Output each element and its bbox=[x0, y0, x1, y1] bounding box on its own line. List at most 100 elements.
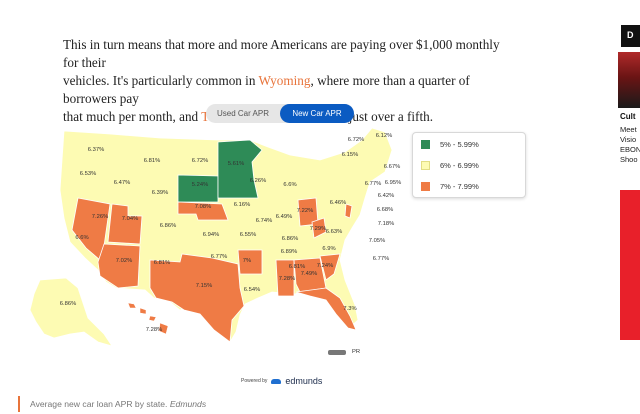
powered-by-prefix: Powered by bbox=[241, 378, 268, 384]
new-car-apr-tab[interactable]: New Car APR bbox=[280, 104, 354, 123]
territory-puerto-rico bbox=[328, 350, 346, 355]
state-apr-label-nd: 6.72% bbox=[192, 158, 208, 164]
state-apr-label-az: 7.02% bbox=[116, 258, 132, 264]
state-apr-label-fl: 7.3% bbox=[343, 306, 356, 312]
state-west-virginia bbox=[311, 217, 327, 239]
state-arizona bbox=[97, 243, 141, 289]
state-apr-label-ne: 7.08% bbox=[195, 204, 211, 210]
state-apr-label-pr: PR bbox=[352, 349, 360, 355]
legend-label: 6% - 6.99% bbox=[440, 161, 479, 170]
state-apr-label-il: 6.74% bbox=[256, 218, 272, 224]
legend-swatch-green bbox=[421, 140, 430, 149]
legend-label: 7% - 7.99% bbox=[440, 182, 479, 191]
state-apr-label-tn: 6.89% bbox=[281, 249, 297, 255]
caption-accent-bar bbox=[18, 396, 20, 412]
legend-swatch-yellow bbox=[421, 161, 430, 170]
sidebar-story-line: EBON bbox=[620, 145, 640, 154]
state-florida bbox=[295, 287, 357, 331]
state-apr-label-mi: 6.6% bbox=[283, 182, 296, 188]
state-apr-label-pa: 6.46% bbox=[330, 200, 346, 206]
edmunds-car-icon bbox=[271, 378, 282, 384]
state-mississippi bbox=[275, 259, 295, 297]
state-apr-label-ny: 6.77% bbox=[365, 181, 381, 187]
map-legend: 5% - 5.99% 6% - 6.99% 7% - 7.99% bbox=[412, 132, 526, 198]
state-apr-label-va: 6.63% bbox=[326, 229, 342, 235]
used-car-apr-tab[interactable]: Used Car APR bbox=[216, 109, 270, 118]
state-apr-label-ks: 6.94% bbox=[203, 232, 219, 238]
state-hawaii bbox=[127, 302, 169, 335]
legend-item-6-percent: 6% - 6.99% bbox=[413, 156, 525, 175]
state-apr-label-mn: 5.61% bbox=[228, 161, 244, 167]
state-apr-label-nj: 6.68% bbox=[377, 207, 393, 213]
state-south-carolina bbox=[319, 253, 341, 281]
state-utah bbox=[107, 203, 143, 245]
caption-source: Edmunds bbox=[169, 399, 207, 409]
state-arkansas bbox=[237, 249, 263, 275]
state-apr-label-id: 6.47% bbox=[114, 180, 130, 186]
caption-text: Average new car loan APR by state. bbox=[30, 399, 170, 409]
state-apr-label-ca: 6.6% bbox=[75, 235, 88, 241]
state-apr-label-ma: 6.67% bbox=[384, 164, 400, 170]
state-apr-label-ky: 6.86% bbox=[282, 236, 298, 242]
article-line-2a: vehicles. It's particularly common in bbox=[63, 73, 259, 88]
state-apr-label-vt: 6.72% bbox=[348, 137, 364, 143]
sidebar-story-line: Shoo bbox=[620, 155, 638, 164]
article-line-3a: that much per month, and bbox=[63, 109, 202, 124]
state-apr-label-co: 6.86% bbox=[160, 223, 176, 229]
state-apr-label-or: 6.53% bbox=[80, 171, 96, 177]
sidebar-story-title[interactable]: Cult bbox=[620, 112, 636, 121]
state-apr-label-nh: 6.15% bbox=[342, 152, 358, 158]
state-apr-label-oh: 7.22% bbox=[297, 208, 313, 214]
legend-item-7-percent: 7% - 7.99% bbox=[413, 177, 525, 196]
sidebar-story-line: Meet bbox=[620, 125, 637, 134]
article-line-1: This in turn means that more and more Am… bbox=[63, 37, 500, 70]
state-apr-label-ak: 6.86% bbox=[60, 301, 76, 307]
state-apr-label-hi: 7.28% bbox=[146, 327, 162, 333]
legend-swatch-orange bbox=[421, 182, 430, 191]
state-apr-label-wi: 6.26% bbox=[250, 178, 266, 184]
state-delaware bbox=[344, 203, 353, 219]
state-apr-label-nm: 6.81% bbox=[154, 260, 170, 266]
state-apr-label-sc: 7.24% bbox=[317, 263, 333, 269]
state-apr-label-md: 7.05% bbox=[369, 238, 385, 244]
article-line-2b: , where more than a quarter of borrowers… bbox=[63, 73, 470, 106]
state-apr-label-ms: 7.28% bbox=[279, 276, 295, 282]
state-texas bbox=[149, 253, 245, 343]
state-apr-label-mo: 6.55% bbox=[240, 232, 256, 238]
state-apr-label-tx: 7.15% bbox=[196, 283, 212, 289]
us-apr-map: 6.37% 6.53% 6.47% 6.81% 6.39% 6.72% 5.24% 5.61%… bbox=[29, 127, 401, 355]
state-apr-label-sd: 5.24% bbox=[192, 182, 208, 188]
state-apr-label-wv: 7.29% bbox=[310, 226, 326, 232]
state-apr-label-ar: 7% bbox=[243, 258, 251, 264]
state-minnesota bbox=[217, 139, 263, 199]
state-south-dakota bbox=[177, 174, 219, 203]
legend-label: 5% - 5.99% bbox=[440, 140, 479, 149]
sidebar-story-line: Visio bbox=[620, 135, 637, 144]
state-apr-label-me: 6.12% bbox=[376, 133, 392, 139]
apr-toggle: Used Car APR New Car APR bbox=[206, 104, 354, 123]
state-apr-label-ut: 7.04% bbox=[122, 216, 138, 222]
sidebar-section-label: D bbox=[621, 25, 640, 47]
state-apr-label-mt: 6.81% bbox=[144, 158, 160, 164]
state-apr-label-wa: 6.37% bbox=[88, 147, 104, 153]
state-apr-label-de: 7.18% bbox=[378, 221, 394, 227]
state-apr-label-wy: 6.39% bbox=[152, 190, 168, 196]
edmunds-brand: edmunds bbox=[285, 376, 323, 386]
wyoming-link[interactable]: Wyoming bbox=[258, 73, 311, 88]
state-apr-label-ga: 7.49% bbox=[301, 271, 317, 277]
state-apr-label-ok: 6.77% bbox=[211, 254, 227, 260]
sidebar-advertisement[interactable] bbox=[620, 190, 640, 340]
state-nebraska bbox=[177, 201, 229, 221]
sidebar-thumbnail[interactable] bbox=[618, 52, 640, 108]
state-apr-label-ct: 6.42% bbox=[378, 193, 394, 199]
figure-caption: Average new car loan APR by state. Edmun… bbox=[30, 399, 206, 409]
state-apr-label-nv: 7.26% bbox=[92, 214, 108, 220]
legend-item-5-percent: 5% - 5.99% bbox=[413, 135, 525, 154]
state-apr-label-ri: 6.95% bbox=[385, 180, 401, 186]
state-apr-label-ia: 6.16% bbox=[234, 202, 250, 208]
state-apr-label-dc: 6.77% bbox=[373, 256, 389, 262]
state-apr-label-al: 6.81% bbox=[289, 264, 305, 270]
state-apr-label-la: 6.54% bbox=[244, 287, 260, 293]
powered-by-edmunds[interactable]: Powered by edmunds bbox=[241, 376, 322, 386]
state-apr-label-nc: 6.9% bbox=[322, 246, 335, 252]
